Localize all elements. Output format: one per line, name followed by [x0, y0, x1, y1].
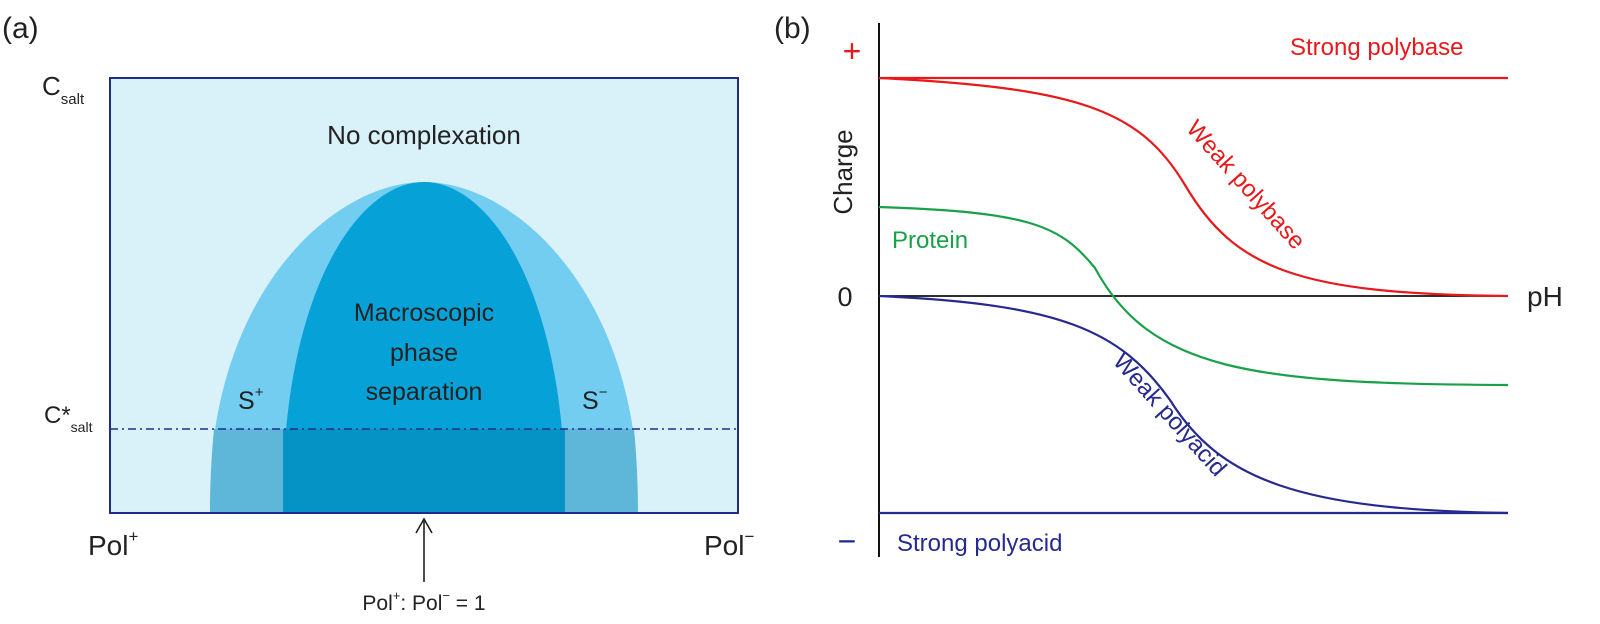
outer-right-edge-fix — [634, 429, 738, 513]
protein-label: Protein — [892, 227, 968, 254]
csalt-axis-label: Csalt — [42, 71, 85, 108]
weak-polybase-label: Weak polybase — [1181, 115, 1311, 255]
phase-diagram — [109, 77, 739, 514]
phase-diagram-frame — [109, 77, 739, 514]
no-complexation-label: No complexation — [327, 120, 521, 150]
protein-curve — [878, 205, 1509, 387]
s-minus-label: S− — [582, 384, 608, 415]
macroscopic-label-line1: Macroscopic — [354, 299, 494, 327]
ratio-pre: Pol — [362, 592, 392, 615]
weak-polyacid-curve — [878, 294, 1509, 515]
pol-minus-main: Pol — [704, 530, 744, 561]
stoichiometric-arrow — [415, 517, 433, 582]
pol-plus-main: Pol — [88, 530, 128, 561]
panel-b-label: (b) — [774, 12, 811, 45]
minus-sign: − — [838, 523, 857, 559]
pol-minus-sup: − — [744, 527, 754, 546]
csalt-sub: salt — [61, 91, 85, 108]
cstar-main: C* — [44, 402, 71, 429]
cstar-salt-label: C*salt — [44, 402, 93, 435]
s-minus-sup: − — [599, 384, 608, 401]
plus-sign: + — [843, 33, 862, 69]
pol-minus-label: Pol− — [704, 527, 754, 561]
csalt-main: C — [42, 71, 61, 101]
ratio-post: = 1 — [450, 592, 486, 615]
zero-label: 0 — [837, 282, 852, 312]
strong-polyacid-label: Strong polyacid — [897, 530, 1062, 557]
panel-a-label: (a) — [2, 12, 39, 45]
pol-plus-sup: + — [128, 527, 138, 546]
macroscopic-label-line3: separation — [366, 378, 483, 406]
strong-polybase-label: Strong polybase — [1290, 34, 1463, 61]
ph-axis-label: pH — [1527, 281, 1563, 312]
weak-polyacid-label: Weak polyacid — [1107, 348, 1231, 482]
below-cstar-inner-band — [283, 429, 565, 513]
s-plus-label: S+ — [238, 384, 264, 415]
pol-plus-label: Pol+ — [88, 527, 138, 561]
charge-axis-label: Charge — [828, 129, 858, 214]
weak-polybase-curve — [878, 76, 1509, 298]
macroscopic-label-line2: phase — [390, 339, 458, 367]
cstar-sub: salt — [71, 419, 93, 435]
s-minus-main: S — [582, 387, 599, 415]
ratio-label: Pol+: Pol− = 1 — [362, 588, 485, 615]
s-plus-main: S — [238, 387, 255, 415]
ratio-sup2: − — [442, 588, 450, 603]
outer-left-edge-fix — [110, 429, 214, 513]
ratio-mid: : Pol — [400, 592, 442, 615]
s-plus-sup: + — [255, 384, 264, 401]
ratio-sup1: + — [393, 588, 401, 603]
